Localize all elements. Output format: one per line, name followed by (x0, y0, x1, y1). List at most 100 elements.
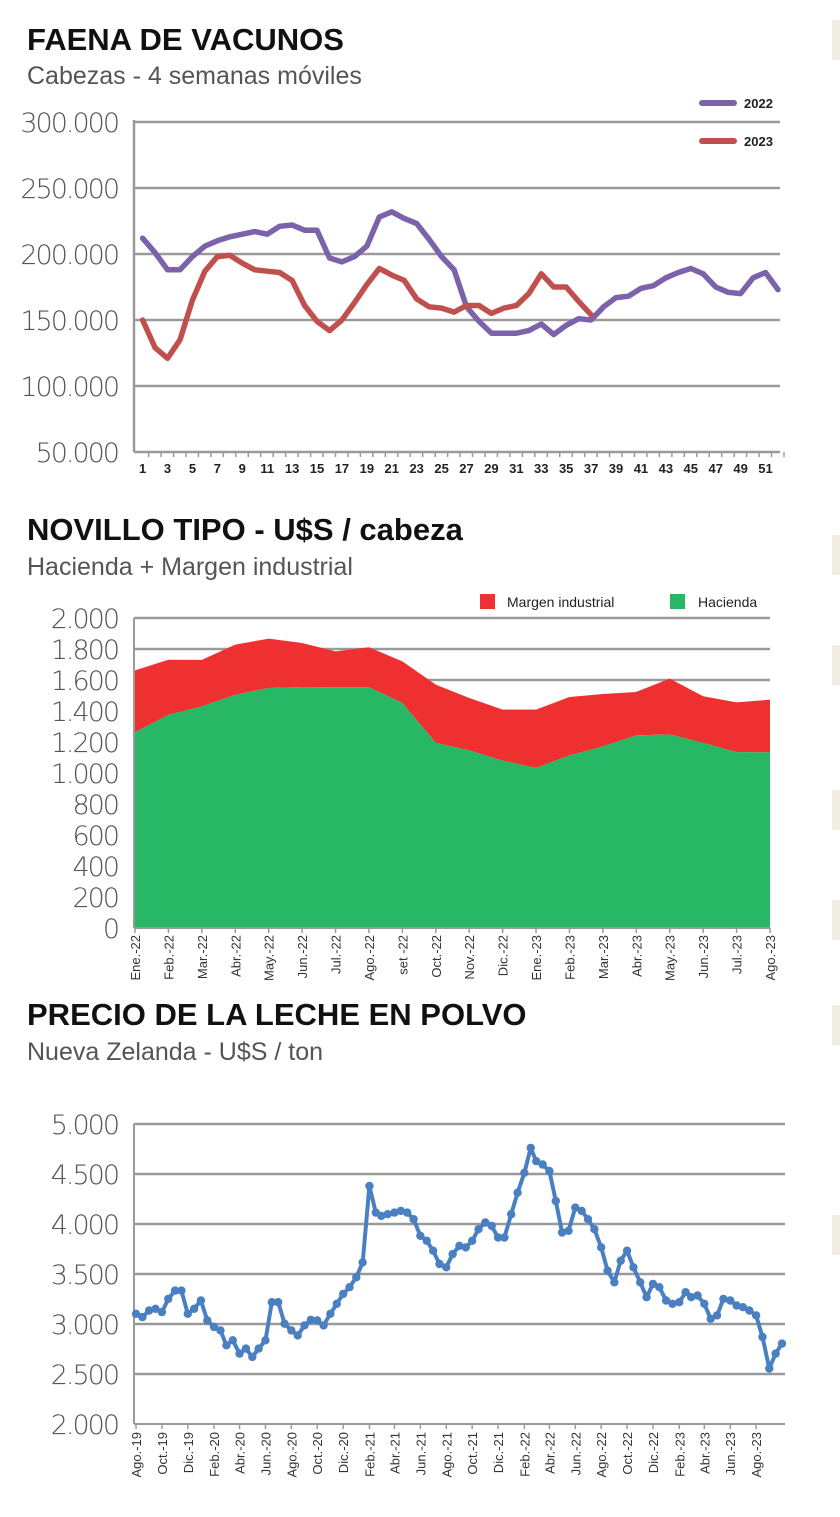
series-line-leche-en-polvo (135, 1145, 784, 1371)
x-tick-label: 23 (409, 461, 423, 476)
data-point (507, 1210, 516, 1219)
chart3-plot: 5.000 4.500 4.000 3.500 3.000 2.500 2.000 Ago.-… (51, 1110, 787, 1478)
x-tick-label: Oct.-20 (310, 1432, 325, 1475)
x-tick-label: Feb.-22 (517, 1432, 532, 1477)
data-point (777, 1339, 787, 1348)
data-point (196, 1296, 206, 1305)
data-point (577, 1206, 586, 1216)
data-point (261, 1336, 270, 1345)
x-tick-label: 25 (434, 461, 448, 476)
data-point (352, 1273, 361, 1282)
data-point (428, 1246, 438, 1255)
x-tick-label: 31 (509, 461, 523, 476)
data-point (455, 1241, 464, 1251)
x-tick-label: Dic.-22 (496, 935, 511, 976)
y-tick-label: 3.500 (51, 1260, 118, 1291)
data-point (313, 1316, 322, 1325)
x-tick-label: Abr.-22 (542, 1432, 557, 1474)
data-point (493, 1233, 503, 1242)
x-tick-label: Abr.-20 (233, 1432, 248, 1474)
decor-sliver (832, 900, 840, 940)
data-point (616, 1256, 625, 1265)
data-point (164, 1294, 173, 1304)
data-point (622, 1246, 632, 1255)
data-point (319, 1321, 328, 1330)
x-tick-label: Ago.-20 (284, 1432, 299, 1478)
chart2-plot: 2.0001.8001.6001.4001.2001.0008006004002… (51, 604, 778, 981)
x-tick-label: Ago.-21 (439, 1432, 454, 1478)
x-tick-label: 3 (164, 461, 171, 476)
y-tick-label: 2.000 (51, 1410, 118, 1441)
data-point (332, 1299, 341, 1309)
data-point (183, 1309, 192, 1319)
x-tick-label: Abr.-23 (629, 935, 644, 977)
y-tick-label: 200.000 (20, 240, 118, 271)
x-tick-label: 33 (534, 461, 548, 476)
x-tick-label: 45 (684, 461, 698, 476)
y-tick-label: 0 (103, 914, 118, 945)
data-point (326, 1309, 335, 1319)
x-tick-label: 7 (214, 461, 221, 476)
area-margen-industrial (135, 638, 770, 769)
data-point (738, 1303, 748, 1312)
data-point (461, 1243, 470, 1252)
x-tick-label: Dic.-21 (491, 1432, 506, 1473)
data-point (383, 1210, 392, 1219)
data-point (487, 1221, 496, 1231)
data-point (629, 1263, 638, 1272)
y-tick-label: 50.000 (36, 438, 118, 469)
data-point (345, 1283, 354, 1292)
data-point (131, 1309, 141, 1319)
x-tick-label: Jun.-23 (723, 1432, 738, 1475)
decor-sliver (832, 645, 840, 685)
x-tick-label: 51 (758, 461, 772, 476)
x-tick-label: 35 (559, 461, 573, 476)
x-tick-label: Jun.-21 (413, 1432, 428, 1475)
data-point (390, 1208, 399, 1217)
y-tick-label: 400 (72, 852, 118, 883)
data-point (771, 1349, 780, 1358)
data-point (700, 1299, 709, 1309)
data-point (203, 1316, 212, 1325)
chart3-subtitle: Nueva Zelanda - U$S / ton (27, 1038, 323, 1066)
decor-sliver (832, 20, 840, 60)
y-tick-label: 250.000 (20, 174, 118, 205)
chart1-plot: 300.000 250.000 200.000 150.000 100.000 50.00… (20, 108, 785, 476)
x-tick-label: Ene.-22 (128, 935, 143, 981)
x-tick-label: Nov.-22 (462, 935, 477, 980)
y-tick-label: 1.600 (51, 666, 118, 697)
x-tick-label: 43 (659, 461, 673, 476)
data-point (481, 1218, 490, 1227)
data-point (758, 1332, 767, 1342)
data-point (636, 1278, 645, 1287)
chart1-legend: 2022 2023 (699, 96, 773, 149)
decor-sliver (832, 790, 840, 830)
legend-label-hacienda: Hacienda (698, 594, 757, 610)
x-tick-label: 49 (733, 461, 747, 476)
x-tick-label: 39 (609, 461, 623, 476)
data-point (377, 1211, 386, 1221)
x-tick-label: Dic.-20 (336, 1432, 351, 1473)
y-tick-label: 300.000 (20, 108, 118, 139)
data-point (532, 1157, 541, 1166)
chart1-title: FAENA DE VACUNOS (27, 22, 344, 57)
data-point (668, 1299, 677, 1309)
x-tick-label: Oct.-22 (620, 1432, 635, 1475)
data-point (177, 1286, 186, 1295)
data-point (300, 1321, 309, 1330)
decor-sliver (832, 535, 840, 575)
data-point (287, 1326, 296, 1335)
chart2-subtitle: Hacienda + Margen industrial (27, 553, 353, 581)
x-tick-label: 41 (634, 461, 648, 476)
x-tick-label: Oct.-22 (429, 935, 444, 978)
x-tick-label: 19 (360, 461, 374, 476)
data-point (396, 1206, 406, 1216)
x-tick-label: Jun.-20 (258, 1432, 273, 1475)
data-point (228, 1336, 237, 1345)
data-point (686, 1293, 696, 1302)
data-point (706, 1314, 715, 1324)
data-point (590, 1225, 599, 1234)
data-point (435, 1259, 444, 1269)
legend-label-2023: 2023 (744, 134, 773, 149)
x-tick-label: Feb.-23 (672, 1432, 687, 1477)
